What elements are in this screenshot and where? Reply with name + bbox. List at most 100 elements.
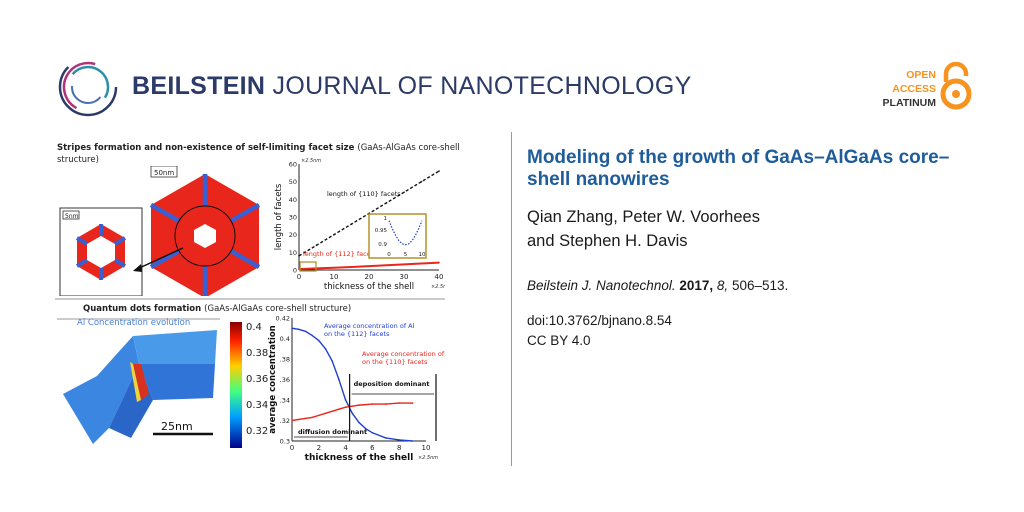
data-point <box>403 191 405 194</box>
data-point <box>385 437 387 439</box>
data-point <box>385 202 388 204</box>
large-hexagon-core <box>194 224 216 248</box>
x-tick-label: 4 <box>343 444 348 452</box>
data-point <box>385 264 388 267</box>
colorbar-tick: 0.34 <box>246 400 268 411</box>
data-point <box>420 180 423 183</box>
quantum-dot-yellow <box>130 362 141 402</box>
x-tick-label: 20 <box>365 273 374 281</box>
inset-series-line <box>388 220 423 246</box>
colorbar-tick: 0.36 <box>246 374 268 385</box>
inset-x-tick: 10 <box>419 252 426 258</box>
article-authors: Qian Zhang, Peter W. Voorhees and Stephe… <box>527 205 977 253</box>
x-tick-label: 0 <box>290 444 294 452</box>
concentration-chart: 0 2 4 6 8 10 0.3 .32 .34 .36 .38 0.4 0.42 thickness o… <box>268 315 445 464</box>
journal-name-rest: JOURNAL OF NANOTECHNOLOGY <box>265 72 692 100</box>
data-point <box>351 405 354 407</box>
citation-pages: 506–513. <box>731 278 789 293</box>
data-point <box>333 266 335 269</box>
x-unit-label: ×2.5nm <box>431 284 445 290</box>
zoom-circle <box>174 205 236 267</box>
article-title[interactable]: Modeling of the growth of GaAs–AlGaAs co… <box>527 147 950 190</box>
y-unit-label: ×2.5nm <box>301 158 321 164</box>
x-tick-label: 30 <box>400 273 409 281</box>
x-tick-label: 6 <box>370 444 375 452</box>
data-point <box>318 414 320 417</box>
y-tick-label: 30 <box>289 214 297 222</box>
data-point <box>411 440 414 442</box>
zoom-arrowhead <box>133 264 142 272</box>
small-hexagon-core <box>87 236 115 268</box>
y-tick-label: .36 <box>280 376 290 384</box>
y-tick-label: 50 <box>289 178 297 186</box>
y-tick-label: 0.4 <box>280 335 290 343</box>
data-point <box>368 265 370 267</box>
zoom-box <box>299 261 317 272</box>
small-scale-label: 5nm <box>65 213 79 220</box>
citation-volume: 8, <box>716 278 729 293</box>
doi-block: doi:10.3762/bjnano.8.54 CC BY 4.0 <box>527 311 672 351</box>
y-tick-label: 40 <box>289 196 297 204</box>
nanowire-left-arm <box>63 336 139 444</box>
authors-line-1: Qian Zhang, Peter W. Voorhees <box>527 208 760 226</box>
data-point <box>420 262 423 265</box>
data-point <box>385 403 387 405</box>
x-tick-label: 0 <box>297 273 301 281</box>
data-point <box>324 347 327 350</box>
ga-bottom-title-normal: (GaAs-AlGaAs core-shell structure) <box>204 304 352 314</box>
x-tick-label: 8 <box>397 444 401 452</box>
data-point <box>333 233 335 236</box>
data-point <box>311 416 313 419</box>
data-point <box>304 330 307 333</box>
data-point <box>358 421 360 424</box>
small-hexagon-stripes <box>75 224 127 280</box>
legend-112-line2: on the {112} facets <box>324 330 390 338</box>
deposition-label: deposition dominant <box>354 380 430 388</box>
data-point <box>344 399 347 401</box>
data-point <box>364 427 367 430</box>
journal-name[interactable]: BEILSTEIN JOURNAL OF NANOTECHNOLOGY <box>132 72 692 101</box>
x-tick-label: 2 <box>317 444 321 452</box>
citation-journal: Beilstein J. Nanotechnol. <box>527 278 676 293</box>
y-axis-label: length of facets <box>274 183 284 250</box>
y-tick-label: 0 <box>293 267 297 275</box>
colorbar-tick: 0.32 <box>246 426 268 437</box>
colorbar-tick: 0.4 <box>246 322 262 333</box>
large-hexagon-stripes <box>149 174 261 296</box>
inset-x-tick: 0 <box>387 252 391 258</box>
data-point <box>371 432 374 434</box>
hexagon-panel: 5nm 50nm <box>59 166 261 296</box>
quantum-dot-red <box>133 364 149 400</box>
inset-x-tick: 5 <box>404 252 408 258</box>
y-tick-label: .34 <box>280 397 290 405</box>
open-access-lock-icon <box>940 62 972 110</box>
oa-line-access: ACCESS <box>892 83 936 95</box>
license-label[interactable]: CC BY 4.0 <box>527 333 591 348</box>
legend-110-line1: Average concentration of Al <box>362 350 445 358</box>
ga-top-title: Stripes formation and non-existence of s… <box>57 143 460 153</box>
data-point <box>438 261 440 264</box>
citation: Beilstein J. Nanotechnol. 2017, 8, 506–5… <box>527 278 788 293</box>
data-point <box>398 439 400 441</box>
ga-bottom-title-bold: Quantum dots formation <box>83 304 202 314</box>
citation-year: 2017, <box>679 278 714 293</box>
data-point <box>291 327 293 330</box>
data-point <box>351 412 354 415</box>
authors-line-2: and Stephen H. Davis <box>527 232 688 250</box>
al-concentration-label: Al Concentration evolution <box>77 318 190 328</box>
doi-link[interactable]: doi:10.3762/bjnano.8.54 <box>527 313 672 328</box>
ga-top-title-normal: (GaAs-AlGaAs core-shell <box>357 143 460 153</box>
data-point <box>331 410 333 413</box>
data-point <box>315 244 318 247</box>
data-point <box>304 417 307 420</box>
data-point <box>350 266 353 268</box>
x-tick-label: 40 <box>435 273 444 281</box>
data-point <box>350 223 353 225</box>
ga-bottom-title: Quantum dots formation (GaAs-AlGaAs core… <box>83 304 351 314</box>
data-point <box>338 408 340 411</box>
inset-frame <box>368 213 427 259</box>
y-tick-label: 0.3 <box>280 438 290 446</box>
x-tick-label: 10 <box>422 444 431 452</box>
column-divider <box>511 132 512 466</box>
small-scale-box <box>62 210 80 220</box>
